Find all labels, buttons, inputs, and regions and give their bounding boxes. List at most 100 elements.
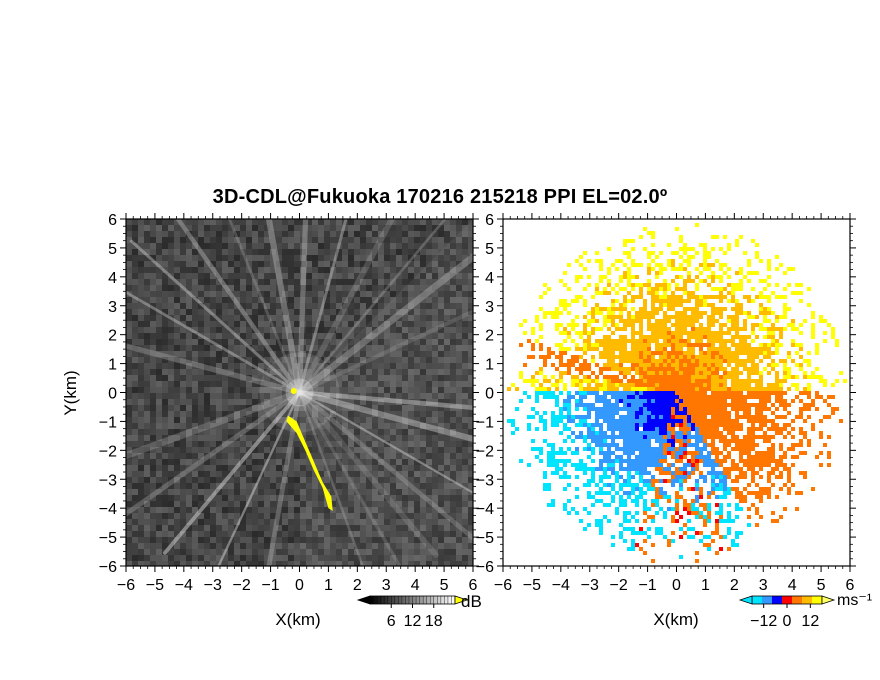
intensity-cell	[306, 327, 312, 333]
intensity-cell	[234, 435, 240, 441]
intensity-cell	[150, 471, 156, 477]
intensity-cell	[150, 225, 156, 231]
intensity-cell	[378, 459, 384, 465]
intensity-cell	[174, 477, 180, 483]
velocity-cell	[583, 327, 587, 331]
velocity-cell	[627, 455, 631, 459]
velocity-cell	[655, 479, 659, 483]
velocity-cell	[547, 387, 551, 391]
intensity-cell	[234, 243, 240, 249]
velocity-cell	[563, 363, 567, 367]
intensity-cell	[210, 537, 216, 543]
intensity-cell	[252, 477, 258, 483]
intensity-ray	[298, 219, 447, 394]
velocity-cell	[623, 451, 627, 455]
intensity-cell	[252, 453, 258, 459]
intensity-cell	[228, 327, 234, 333]
intensity-cell	[390, 459, 396, 465]
velocity-cell	[639, 387, 643, 391]
velocity-cell	[639, 367, 643, 371]
intensity-cell	[462, 531, 468, 537]
intensity-cell	[228, 441, 234, 447]
intensity-cell	[150, 291, 156, 297]
intensity-cell	[360, 399, 366, 405]
intensity-cell	[318, 339, 324, 345]
y-tick-label: 5	[108, 241, 117, 258]
velocity-cell	[635, 343, 639, 347]
intensity-cell	[366, 393, 372, 399]
intensity-cell	[300, 393, 306, 399]
intensity-cell	[192, 513, 198, 519]
intensity-cell	[390, 405, 396, 411]
velocity-cell	[607, 407, 611, 411]
velocity-cell	[527, 379, 531, 383]
intensity-cell	[444, 327, 450, 333]
intensity-cell	[186, 243, 192, 249]
intensity-cell	[186, 219, 192, 225]
intensity-cell	[162, 471, 168, 477]
intensity-cell	[360, 525, 366, 531]
intensity-cell	[222, 357, 228, 363]
velocity-cell	[635, 443, 639, 447]
velocity-cell	[627, 443, 631, 447]
velocity-cell	[627, 311, 631, 315]
intensity-cell	[312, 315, 318, 321]
intensity-cell	[378, 561, 384, 566]
intensity-cell	[204, 429, 210, 435]
intensity-cell	[228, 519, 234, 525]
intensity-cell	[462, 261, 468, 267]
intensity-cell	[126, 423, 132, 429]
intensity-cell	[456, 279, 462, 285]
velocity-cell	[639, 435, 643, 439]
intensity-cell	[354, 351, 360, 357]
intensity-cell	[162, 297, 168, 303]
velocity-cell	[659, 531, 663, 535]
intensity-cell	[318, 441, 324, 447]
velocity-cell	[663, 303, 667, 307]
intensity-cell	[288, 477, 294, 483]
intensity-cell	[414, 495, 420, 501]
intensity-cell	[138, 315, 144, 321]
velocity-cell	[655, 503, 659, 507]
intensity-cell	[186, 405, 192, 411]
intensity-cell	[432, 495, 438, 501]
intensity-cell	[288, 459, 294, 465]
velocity-cell	[615, 443, 619, 447]
velocity-cell	[555, 423, 559, 427]
intensity-cell	[348, 435, 354, 441]
intensity-cell	[396, 501, 402, 507]
intensity-cell	[228, 477, 234, 483]
intensity-cell	[432, 555, 438, 561]
velocity-cell	[639, 295, 643, 299]
intensity-cell	[438, 399, 444, 405]
velocity-cell	[647, 455, 651, 459]
intensity-cell	[312, 519, 318, 525]
velocity-cell	[647, 287, 651, 291]
intensity-cell	[306, 471, 312, 477]
velocity-cell	[587, 423, 591, 427]
intensity-cell	[444, 441, 450, 447]
intensity-cell	[348, 387, 354, 393]
velocity-cell	[663, 379, 667, 383]
velocity-cell	[627, 323, 631, 327]
intensity-cell	[216, 219, 222, 225]
intensity-cell	[282, 549, 288, 555]
intensity-cell	[222, 381, 228, 387]
velocity-cell	[583, 287, 587, 291]
velocity-cell	[647, 391, 651, 395]
velocity-cell	[655, 411, 659, 415]
velocity-cell	[631, 427, 635, 431]
intensity-cell	[438, 237, 444, 243]
velocity-cell	[575, 403, 579, 407]
intensity-cell	[438, 273, 444, 279]
intensity-cell	[432, 537, 438, 543]
velocity-cell	[651, 371, 655, 375]
velocity-cell	[583, 331, 587, 335]
intensity-cell	[222, 345, 228, 351]
intensity-cell	[168, 531, 174, 537]
intensity-cell	[180, 231, 186, 237]
intensity-cell	[204, 549, 210, 555]
velocity-cell	[667, 283, 671, 287]
intensity-cell	[450, 273, 456, 279]
intensity-cell	[204, 483, 210, 489]
